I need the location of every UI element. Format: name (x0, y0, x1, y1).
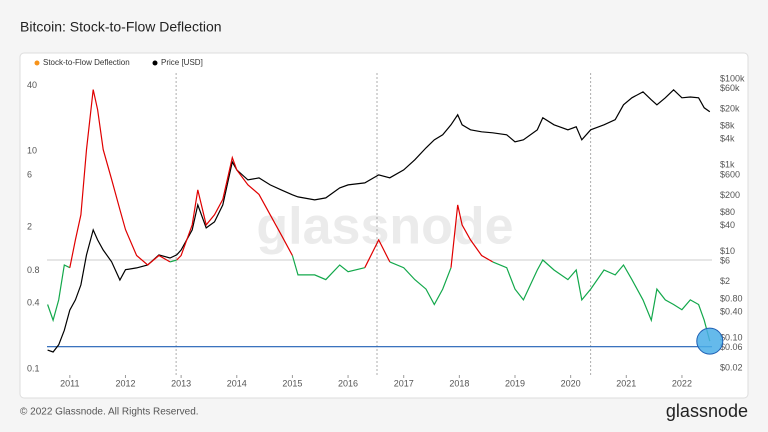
x-tick-label: 2018 (449, 378, 469, 388)
x-tick-label: 2021 (616, 378, 636, 388)
y2-tick-label: $1k (720, 160, 735, 170)
y2-tick-label: $0.06 (720, 342, 743, 352)
watermark: glassnode (256, 198, 513, 256)
y-tick-label: 0.8 (27, 265, 40, 275)
x-tick-label: 2019 (505, 378, 525, 388)
deflection-line (169, 259, 177, 263)
deflection-line (47, 264, 71, 323)
x-tick-label: 2013 (171, 378, 191, 388)
x-tick-label: 2015 (282, 378, 302, 388)
deflection-line (291, 255, 365, 281)
legend-label: Price [USD] (161, 58, 203, 67)
y-tick-label: 2 (27, 222, 32, 232)
y2-tick-label: $60k (720, 83, 740, 93)
deflection-line (389, 261, 452, 306)
legend-marker (34, 60, 40, 66)
y2-tick-label: $6 (720, 256, 730, 266)
x-tick-label: 2020 (561, 378, 581, 388)
legend-marker (152, 60, 158, 66)
y2-tick-label: $200 (720, 190, 740, 200)
x-tick-label: 2016 (338, 378, 358, 388)
deflection-line (176, 155, 293, 261)
y2-tick-label: $0.10 (720, 332, 743, 342)
x-tick-label: 2017 (394, 378, 414, 388)
y-tick-label: 0.1 (27, 363, 40, 373)
deflection-line (69, 89, 171, 268)
highlight (696, 327, 724, 355)
x-tick-label: 2022 (672, 378, 692, 388)
logo: glassnode (666, 401, 748, 421)
y2-tick-label: $80 (720, 207, 735, 217)
y-tick-label: 40 (27, 80, 37, 90)
x-tick-label: 2011 (60, 378, 79, 388)
panel (19, 52, 749, 399)
x-tick-label: 2014 (227, 378, 247, 388)
y-tick-label: 6 (27, 170, 32, 180)
x-tick-label: 2012 (115, 378, 135, 388)
deflection-line (364, 238, 391, 268)
legend-label: Stock-to-Flow Deflection (43, 58, 130, 67)
chart-title: Bitcoin: Stock-to-Flow Deflection (20, 19, 222, 35)
y2-tick-label: $0.02 (720, 362, 743, 372)
y2-tick-label: $40 (720, 220, 735, 230)
y2-tick-label: $10 (720, 246, 735, 256)
price-line (47, 88, 711, 353)
y2-tick-label: $2 (720, 276, 730, 286)
deflection-line (450, 204, 493, 268)
y2-tick-label: $0.40 (720, 306, 743, 316)
y2-tick-label: $20k (720, 104, 740, 114)
deflection-line (492, 259, 711, 342)
y-tick-label: 10 (27, 145, 37, 155)
y2-tick-label: $4k (720, 134, 735, 144)
y2-tick-label: $0.80 (720, 293, 743, 303)
y-tick-label: 0.4 (27, 298, 40, 308)
footer: © 2022 Glassnode. All Rights Reserved. (20, 407, 199, 418)
y2-tick-label: $100k (720, 73, 745, 83)
y2-tick-label: $8k (720, 121, 735, 131)
y2-tick-label: $600 (720, 169, 740, 179)
